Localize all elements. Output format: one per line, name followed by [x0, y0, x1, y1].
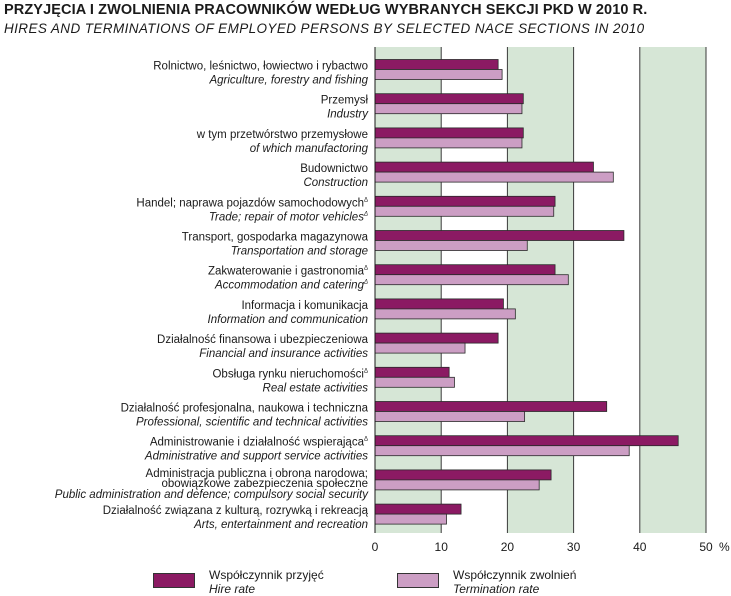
chart-title: PRZYJĘCIA I ZWOLNIENIA PRACOWNIKÓW WEDŁU… — [4, 2, 648, 18]
bar-termination-0 — [374, 69, 503, 80]
category-label-en-10: Professional, scientific and technical a… — [136, 417, 368, 429]
plot-band-2 — [639, 47, 706, 533]
category-label-pl-12: Administracja publiczna i obrona narodow… — [146, 468, 368, 480]
category-label-en-11: Administrative and support service activ… — [144, 451, 368, 463]
category-label-pl-13: Działalność związana z kulturą, rozrywką… — [103, 505, 369, 517]
category-label-en-9: Real estate activities — [263, 382, 369, 394]
bar-hire-10 — [374, 401, 608, 412]
plot-band-1 — [507, 47, 574, 533]
legend-item-termination: Współczynnik zwolnień Termination rate — [397, 568, 576, 596]
bar-termination-2 — [374, 137, 523, 149]
bar-termination-9 — [374, 376, 455, 388]
category-label-en-6: Accommodation and cateringΔ — [214, 280, 368, 292]
category-label-pl-8: Działalność finansowa i ubezpieczeniowa — [157, 334, 369, 346]
category-label-pl-1: Przemysł — [321, 95, 369, 107]
bar-termination-12 — [374, 479, 540, 491]
category-label-en-12: Public administration and defence; compu… — [55, 489, 369, 501]
bar-hire-5 — [374, 230, 625, 241]
category-label-pl2-12: obowiązkowe zabezpieczenia społeczne — [162, 478, 369, 490]
x-tick-label-40: 40 — [633, 540, 647, 554]
category-label-en-2: of which manufactoring — [250, 143, 369, 155]
bar-termination-1 — [374, 103, 523, 115]
legend-swatch-termination — [397, 573, 439, 588]
bar-termination-13 — [374, 513, 447, 525]
legend-swatch-hire — [153, 573, 195, 588]
bar-hire-12 — [374, 469, 552, 481]
category-label-pl-7: Informacja i komunikacja — [241, 300, 368, 312]
bar-hire-13 — [374, 503, 462, 515]
bar-termination-11 — [374, 445, 630, 457]
bar-termination-6 — [374, 274, 569, 286]
bar-hire-9 — [374, 366, 450, 378]
bar-termination-3 — [374, 171, 614, 183]
legend-label-termination-en: Termination rate — [453, 582, 540, 596]
category-label-pl-0: Rolnictwo, leśnictwo, łowiectwo i rybact… — [153, 61, 368, 73]
x-tick-label-50: 50 — [699, 540, 713, 554]
bar-hire-11 — [374, 435, 679, 447]
category-label-en-0: Agriculture, forestry and fishing — [208, 75, 368, 87]
category-label-en-7: Information and communication — [208, 314, 368, 326]
category-label-pl-4: Handel; naprawa pojazdów samochodowychΔ — [136, 197, 368, 209]
plot-band-0 — [375, 47, 442, 533]
category-label-en-8: Financial and insurance activities — [199, 348, 368, 360]
category-label-en-3: Construction — [303, 177, 368, 189]
bar-termination-8 — [374, 342, 466, 354]
category-label-pl-5: Transport, gospodarka magazynowa — [182, 232, 369, 244]
bar-hire-6 — [374, 264, 556, 276]
category-label-en-5: Transportation and storage — [231, 246, 368, 258]
legend-item-hire: Współczynnik przyjęć Hire rate — [153, 568, 324, 596]
category-label-pl-11: Administrowanie i działalność wspierając… — [150, 437, 368, 449]
bar-hire-4 — [374, 195, 556, 207]
x-tick-label-10: 10 — [435, 540, 449, 554]
legend-label-hire-en: Hire rate — [209, 582, 256, 596]
category-label-pl-6: Zakwaterowanie i gastronomiaΔ — [208, 266, 368, 278]
bar-termination-5 — [374, 240, 528, 251]
bar-hire-1 — [374, 93, 524, 105]
bar-termination-4 — [374, 205, 555, 217]
x-tick-label-20: 20 — [501, 540, 515, 554]
category-label-en-4: Trade; repair of motor vehiclesΔ — [209, 211, 368, 223]
category-label-pl-2: w tym przetwórstwo przemysłowe — [196, 129, 368, 141]
category-label-pl-9: Obsługa rynku nieruchomościΔ — [212, 368, 368, 380]
bar-hire-7 — [374, 298, 504, 310]
bar-hire-2 — [374, 127, 524, 139]
x-tick-label-0: 0 — [372, 540, 379, 554]
legend-label-hire: Współczynnik przyjęć — [209, 568, 324, 582]
bar-hire-0 — [374, 59, 499, 70]
category-label-en-1: Industry — [327, 109, 369, 121]
bar-hire-8 — [374, 332, 499, 344]
bar-termination-7 — [374, 308, 516, 320]
category-label-pl-3: Budownictwo — [300, 163, 368, 175]
bar-chart: 0 10 20 30 40 50 % Rolnictwo, leśnictwo, łowiec… — [55, 47, 730, 554]
category-label-en-13: Arts, entertainment and recreation — [193, 519, 368, 531]
x-tick-label-30: 30 — [567, 540, 581, 554]
bar-termination-10 — [374, 411, 526, 422]
category-label-pl-10: Działalność profesjonalna, naukowa i tec… — [121, 403, 369, 415]
legend-label-termination: Współczynnik zwolnień — [453, 568, 577, 582]
x-unit-label: % — [719, 540, 730, 554]
bar-hire-3 — [374, 161, 594, 173]
chart-subtitle: HIRES AND TERMINATIONS OF EMPLOYED PERSO… — [4, 21, 645, 36]
